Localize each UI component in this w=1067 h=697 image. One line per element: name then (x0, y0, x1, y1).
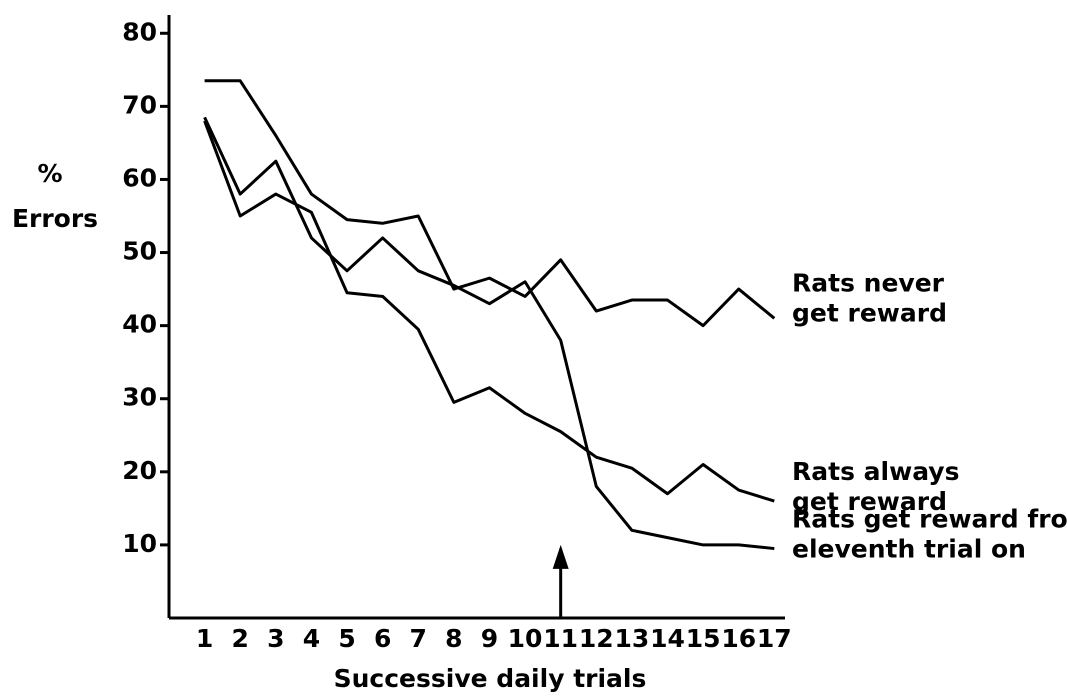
series-label: Rats always (792, 457, 959, 486)
x-tick-label: 1 (196, 624, 213, 653)
x-tick-label: 14 (650, 624, 685, 653)
x-tick-label: 12 (579, 624, 614, 653)
y-tick-label: 30 (122, 383, 157, 412)
y-tick-label: 60 (122, 163, 157, 192)
x-tick-label: 2 (232, 624, 249, 653)
arrow-head (552, 544, 569, 569)
y-tick-label: 20 (122, 456, 157, 485)
series-line (204, 79, 776, 328)
series-label: get reward (792, 298, 947, 327)
series-line (203, 120, 775, 503)
x-tick-label: 10 (508, 624, 543, 653)
y-tick-label: 50 (122, 237, 157, 266)
x-tick-label: 6 (374, 624, 391, 653)
x-tick-label: 5 (338, 624, 355, 653)
y-axis-label: % (37, 159, 62, 188)
series-line (203, 116, 775, 551)
x-tick-label: 15 (686, 624, 721, 653)
x-tick-label: 11 (543, 624, 578, 653)
series-label: get reward (792, 487, 947, 516)
x-tick-label: 3 (267, 624, 284, 653)
series-label: Rats get reward from (792, 505, 1067, 534)
x-tick-label: 4 (303, 624, 320, 653)
y-tick-label: 80 (122, 17, 157, 46)
series-label: eleventh trial on (792, 535, 1026, 564)
x-tick-label: 7 (410, 624, 427, 653)
y-tick-label: 40 (122, 310, 157, 339)
x-tick-label: 16 (721, 624, 756, 653)
x-tick-label: 17 (757, 624, 792, 653)
y-tick-label: 10 (122, 529, 157, 558)
x-axis-label: Successive daily trials (334, 664, 647, 693)
y-tick-label: 70 (122, 90, 157, 119)
x-tick-label: 13 (614, 624, 649, 653)
x-tick-label: 8 (445, 624, 462, 653)
y-axis-label: Errors (12, 204, 98, 233)
x-tick-label: 9 (481, 624, 498, 653)
series-label: Rats never (792, 268, 945, 297)
